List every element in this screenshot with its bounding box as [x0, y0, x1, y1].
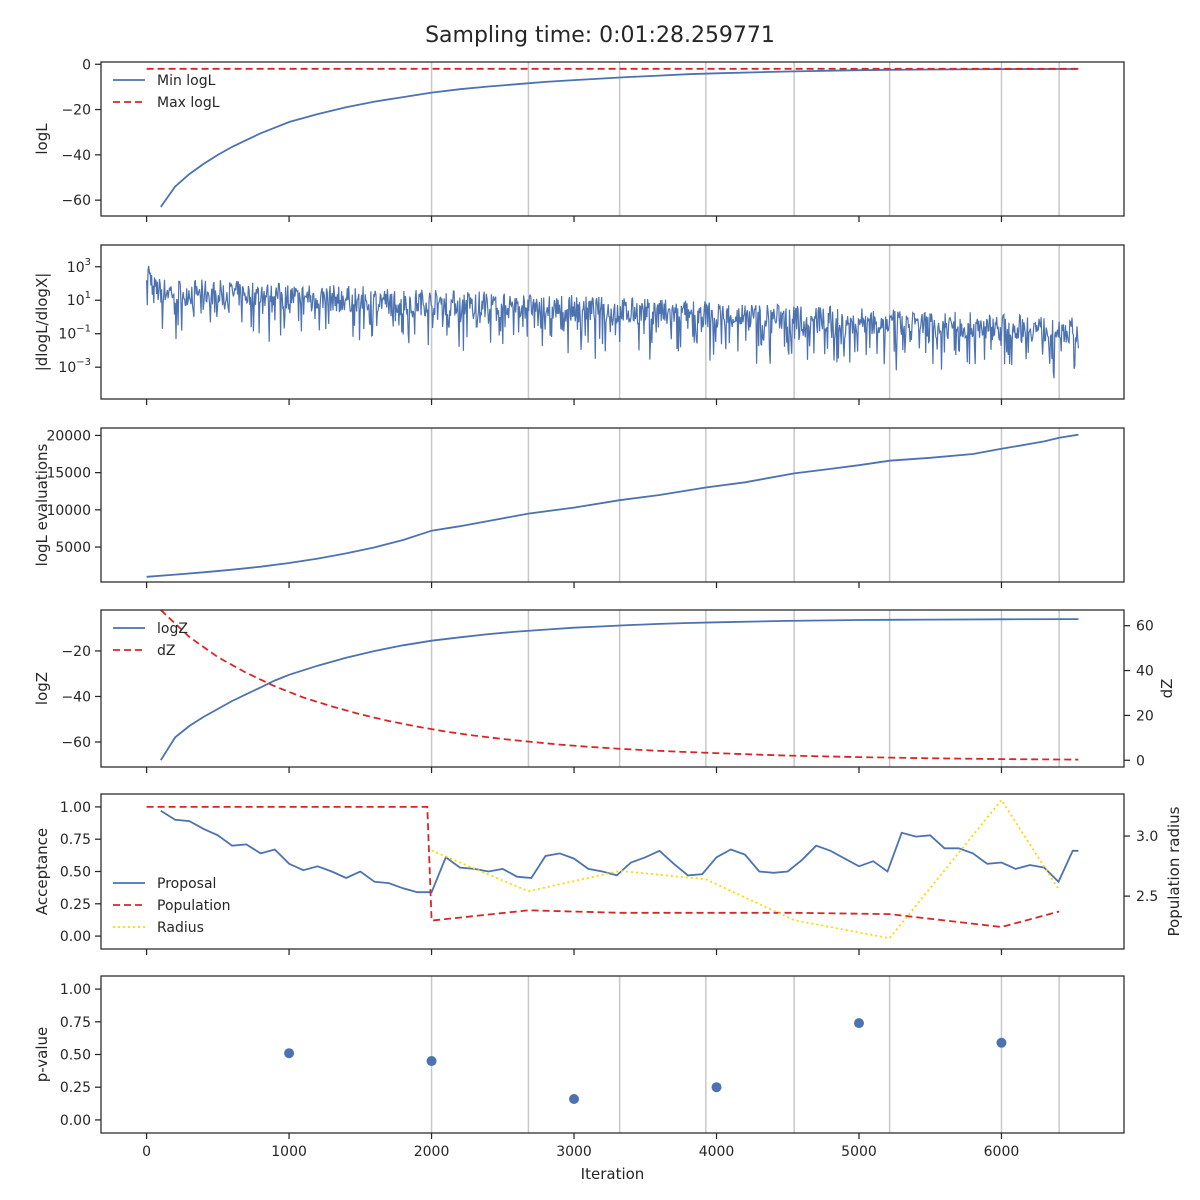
legend-label: Proposal — [157, 876, 216, 892]
scatter-point — [711, 1082, 722, 1093]
y-tick-label: −20 — [61, 103, 91, 119]
y-tick-base: 10 — [58, 360, 76, 376]
y-tick-label: 0.50 — [60, 1048, 91, 1064]
x-tick-label: 5000 — [841, 1144, 877, 1160]
series-line-dz — [160, 610, 1079, 761]
y-tick-base: 10 — [67, 260, 85, 276]
y-axis-label: Acceptance — [33, 828, 51, 915]
panel-frame — [100, 244, 1125, 400]
y-axis-label: logL — [33, 123, 51, 155]
panel-frame — [100, 609, 1125, 768]
y-tick-label: 10000 — [46, 503, 91, 519]
legend-label: Population — [157, 898, 231, 914]
y-tick-base: 10 — [58, 327, 76, 343]
series-line-logz — [160, 618, 1079, 761]
y-tick-label: 0.50 — [60, 865, 91, 881]
legend-label: Min logL — [157, 73, 216, 89]
y-tick-label: 0.25 — [60, 897, 91, 913]
plot-area — [146, 67, 1079, 208]
x-tick-label: 0 — [142, 1144, 151, 1160]
plot-area — [146, 433, 1079, 578]
series-line-min-logl — [160, 68, 1079, 208]
y-tick-label: 0.75 — [60, 1015, 91, 1031]
y-tick-label: 20000 — [46, 428, 91, 444]
x-tick-label: 4000 — [699, 1144, 735, 1160]
scatter-point — [284, 1048, 295, 1059]
y-tick-label: −40 — [61, 689, 91, 705]
y2-axis-label: Population radius — [1165, 806, 1183, 936]
plot-area — [146, 265, 1079, 379]
scatter-point — [853, 1018, 864, 1029]
plot-area — [160, 610, 1079, 761]
y-tick-label: 10−3 — [58, 357, 91, 376]
panel-frame — [100, 975, 1125, 1134]
y-tick-label: 101 — [67, 290, 91, 309]
panel-acceptance: 0.00 0.25 0.50 0.75 1.00 Acceptance 2.5 3.0 Popu… — [33, 793, 1183, 955]
series-line-population — [146, 806, 1060, 928]
y-tick-exponent: −1 — [76, 324, 91, 335]
y-tick-label: −20 — [61, 644, 91, 660]
series-line-radius — [431, 798, 1060, 940]
panel-evidence: −20 −40 −60 logZ 0 20 40 60 dZ logZ dZ — [33, 609, 1176, 773]
panel-frame — [100, 793, 1125, 950]
legend-label: dZ — [157, 643, 175, 659]
plot-area — [146, 798, 1079, 940]
y-tick-base: 10 — [67, 293, 85, 309]
y-tick-label: 0.75 — [60, 832, 91, 848]
y-tick-label: −60 — [61, 735, 91, 751]
y-tick-label: 1.00 — [60, 800, 91, 816]
panel-frame — [100, 427, 1125, 583]
y2-tick-label: 0 — [1136, 753, 1145, 769]
y-axis-label: p-value — [33, 1027, 51, 1083]
y2-axis-label: dZ — [1158, 679, 1176, 699]
y-tick-exponent: 3 — [85, 257, 91, 268]
y2-tick-label: 2.5 — [1136, 889, 1158, 905]
y-tick-label: 15000 — [46, 466, 91, 482]
y2-tick-label: 20 — [1136, 708, 1154, 724]
figure-title: Sampling time: 0:01:28.259771 — [425, 23, 775, 48]
y-tick-label: 0.00 — [60, 1113, 91, 1129]
y-tick-label: 1.00 — [60, 982, 91, 998]
y-tick-label: 103 — [67, 257, 91, 276]
series-line-dlogl — [146, 265, 1079, 379]
y-tick-label: 0.00 — [60, 929, 91, 945]
y2-tick-label: 40 — [1136, 664, 1154, 680]
y-tick-label: 10−1 — [58, 324, 91, 343]
y-tick-label: −60 — [61, 193, 91, 209]
scatter-point — [426, 1056, 437, 1067]
y2-tick-label: 60 — [1136, 619, 1154, 635]
legend-label: Radius — [157, 920, 204, 936]
legend-label: logZ — [157, 621, 188, 637]
plot-area — [284, 1018, 1007, 1104]
y-tick-label: −40 — [61, 148, 91, 164]
panel-logL: 0 −20 −40 −60 logL Min logL Max logL — [33, 57, 1125, 222]
y-tick-exponent: 1 — [85, 290, 91, 301]
y-axis-label: |dlogL/dlogX| — [33, 273, 51, 372]
series-line-main — [146, 433, 1079, 578]
x-tick-label: 6000 — [984, 1144, 1020, 1160]
scatter-point — [996, 1037, 1007, 1048]
scatter-point — [569, 1093, 580, 1104]
panel-pvalue: 0 1000 2000 3000 4000 5000 6000 Iteration 0.00 0.… — [33, 975, 1125, 1183]
y-axis-label: logL evaluations — [33, 443, 51, 566]
y-tick-label: 0.25 — [60, 1080, 91, 1096]
x-tick-label: 1000 — [271, 1144, 307, 1160]
panel-frame — [100, 61, 1125, 217]
legend-label: Max logL — [157, 95, 220, 111]
y2-tick-label: 3.0 — [1136, 829, 1158, 845]
y-tick-label: 5000 — [55, 540, 91, 556]
y-tick-exponent: −3 — [76, 357, 91, 368]
x-tick-label: 3000 — [556, 1144, 592, 1160]
x-axis-label: Iteration — [581, 1165, 645, 1183]
x-tick-label: 2000 — [414, 1144, 450, 1160]
y-tick-label: 0 — [82, 57, 91, 73]
series-line-proposal — [160, 810, 1079, 894]
y-axis-label: logZ — [33, 672, 51, 705]
